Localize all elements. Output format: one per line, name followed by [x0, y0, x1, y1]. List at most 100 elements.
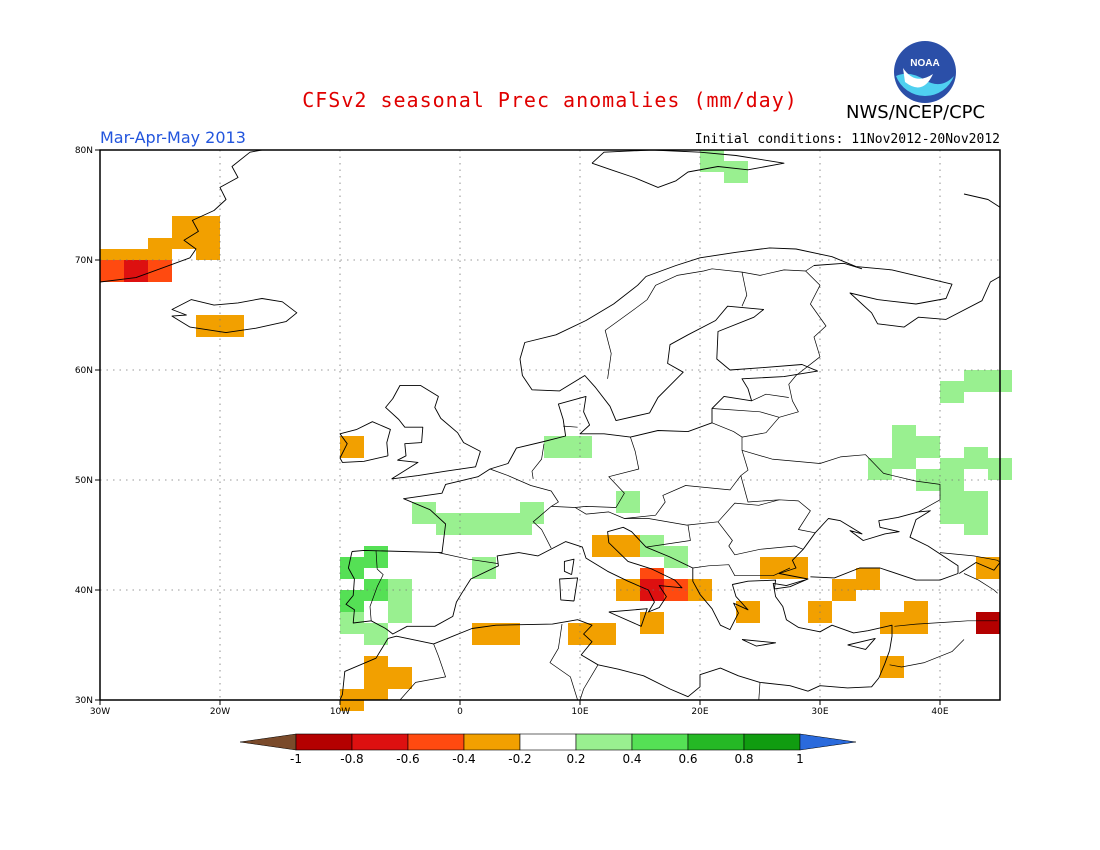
- coastline: [563, 558, 575, 576]
- anomaly-cell: [640, 579, 664, 601]
- anomaly-cell: [544, 436, 568, 458]
- country-border: [894, 620, 998, 627]
- anomaly-cell: [964, 370, 988, 392]
- anomaly-cell: [964, 491, 988, 513]
- lon-tick-label: 30W: [90, 707, 110, 717]
- country-border: [531, 443, 545, 479]
- anomaly-cell: [640, 612, 664, 634]
- lat-tick-label: 50N: [75, 476, 93, 486]
- coastlines: [99, 149, 1001, 701]
- colorbar-segment: [631, 733, 689, 751]
- anomaly-cell: [916, 436, 940, 458]
- country-border: [711, 408, 780, 418]
- anomaly-cell: [436, 513, 460, 535]
- colorbar-segment: [351, 733, 409, 751]
- country-border: [717, 521, 804, 556]
- country-border: [889, 639, 965, 668]
- agency-label: NWS/NCEP/CPC: [846, 102, 986, 123]
- colorbar-segment: [407, 733, 465, 751]
- season-label: Mar-Apr-May 2013: [100, 128, 246, 147]
- lon-tick-label: 40E: [931, 707, 948, 717]
- anomaly-cell: [364, 678, 388, 700]
- anomaly-cell: [220, 315, 244, 337]
- colorbar-arrow-low: [239, 733, 297, 751]
- anomaly-cell: [916, 469, 940, 491]
- coastline: [345, 510, 959, 635]
- colorbar-segment: [575, 733, 633, 751]
- country-border: [740, 475, 780, 503]
- anomaly-cell: [568, 623, 592, 645]
- coastline: [741, 639, 777, 647]
- coastline: [171, 298, 298, 334]
- anomaly-cell: [688, 579, 712, 601]
- colorbar-arrow-high: [799, 733, 857, 751]
- colorbar-segment: [295, 733, 353, 751]
- lat-tick-label: 70N: [75, 256, 93, 266]
- anomaly-cell: [904, 601, 928, 623]
- country-border: [551, 436, 640, 508]
- coastline: [339, 421, 391, 463]
- lon-tick-label: 20W: [210, 707, 230, 717]
- anomaly-cell: [388, 667, 412, 689]
- country-border: [563, 425, 578, 428]
- noaa-logo-icon: NOAA: [894, 41, 956, 103]
- anomaly-cell: [340, 557, 364, 579]
- anomaly-cell: [856, 568, 880, 590]
- anomaly-cell: [364, 656, 388, 678]
- anomaly-cell: [460, 513, 484, 535]
- lat-tick-label: 40N: [75, 586, 93, 596]
- logo-text: NOAA: [910, 58, 939, 69]
- coastline: [958, 562, 1001, 574]
- coastline: [99, 149, 263, 283]
- anomaly-cell: [880, 612, 904, 634]
- anomaly-cell: [412, 502, 436, 524]
- anomaly-cell: [496, 623, 520, 645]
- graticule: [100, 150, 1000, 700]
- anomaly-cell: [736, 601, 760, 623]
- colorbar-segment: [687, 733, 745, 751]
- country-border: [438, 552, 499, 564]
- colorbar-segment: [519, 733, 577, 751]
- country-border: [751, 393, 789, 402]
- anomaly-cell: [964, 447, 988, 469]
- country-border: [758, 682, 761, 701]
- anomaly-cell: [892, 447, 916, 469]
- anomaly-cell: [484, 513, 508, 535]
- anomaly-cell: [148, 238, 172, 260]
- country-border: [939, 552, 1001, 563]
- country-border: [624, 499, 816, 534]
- anomaly-cell: [364, 623, 388, 645]
- colorbar-segment: [463, 733, 521, 751]
- lat-tick-label: 60N: [75, 366, 93, 376]
- anomaly-cell: [340, 612, 364, 634]
- colorbar-label: 0.8: [734, 752, 753, 766]
- anomaly-cell: [196, 315, 220, 337]
- colorbar-segment: [743, 733, 801, 751]
- colorbar-label: -0.6: [396, 752, 419, 766]
- country-border: [549, 624, 578, 701]
- country-border: [741, 269, 806, 276]
- country-border: [645, 525, 691, 548]
- lon-tick-label: 20E: [691, 707, 708, 717]
- lon-tick-label: 10E: [571, 707, 588, 717]
- anomaly-cell: [172, 216, 196, 238]
- colorbar-label: -0.4: [452, 752, 475, 766]
- anomaly-cell: [388, 601, 412, 623]
- anomaly-cell: [940, 381, 964, 403]
- country-border: [963, 573, 998, 594]
- coastline: [772, 578, 893, 692]
- anomaly-cell: [664, 546, 688, 568]
- country-border: [795, 265, 827, 376]
- colorbar-label: -0.2: [508, 752, 531, 766]
- colorbar-label: 1: [796, 752, 804, 766]
- coastline: [608, 608, 648, 627]
- map-frame: [99, 149, 1001, 701]
- coastline: [385, 384, 481, 480]
- coastline: [339, 619, 809, 701]
- axis-ticks: 30W 20W 10W 0 10E 20E 30E 40E 30N 40N 50N 60N 70N 80N: [75, 146, 949, 717]
- country-border: [579, 664, 599, 701]
- country-border: [575, 422, 749, 519]
- colorbar-label: 0.2: [566, 752, 585, 766]
- country-border: [399, 643, 446, 701]
